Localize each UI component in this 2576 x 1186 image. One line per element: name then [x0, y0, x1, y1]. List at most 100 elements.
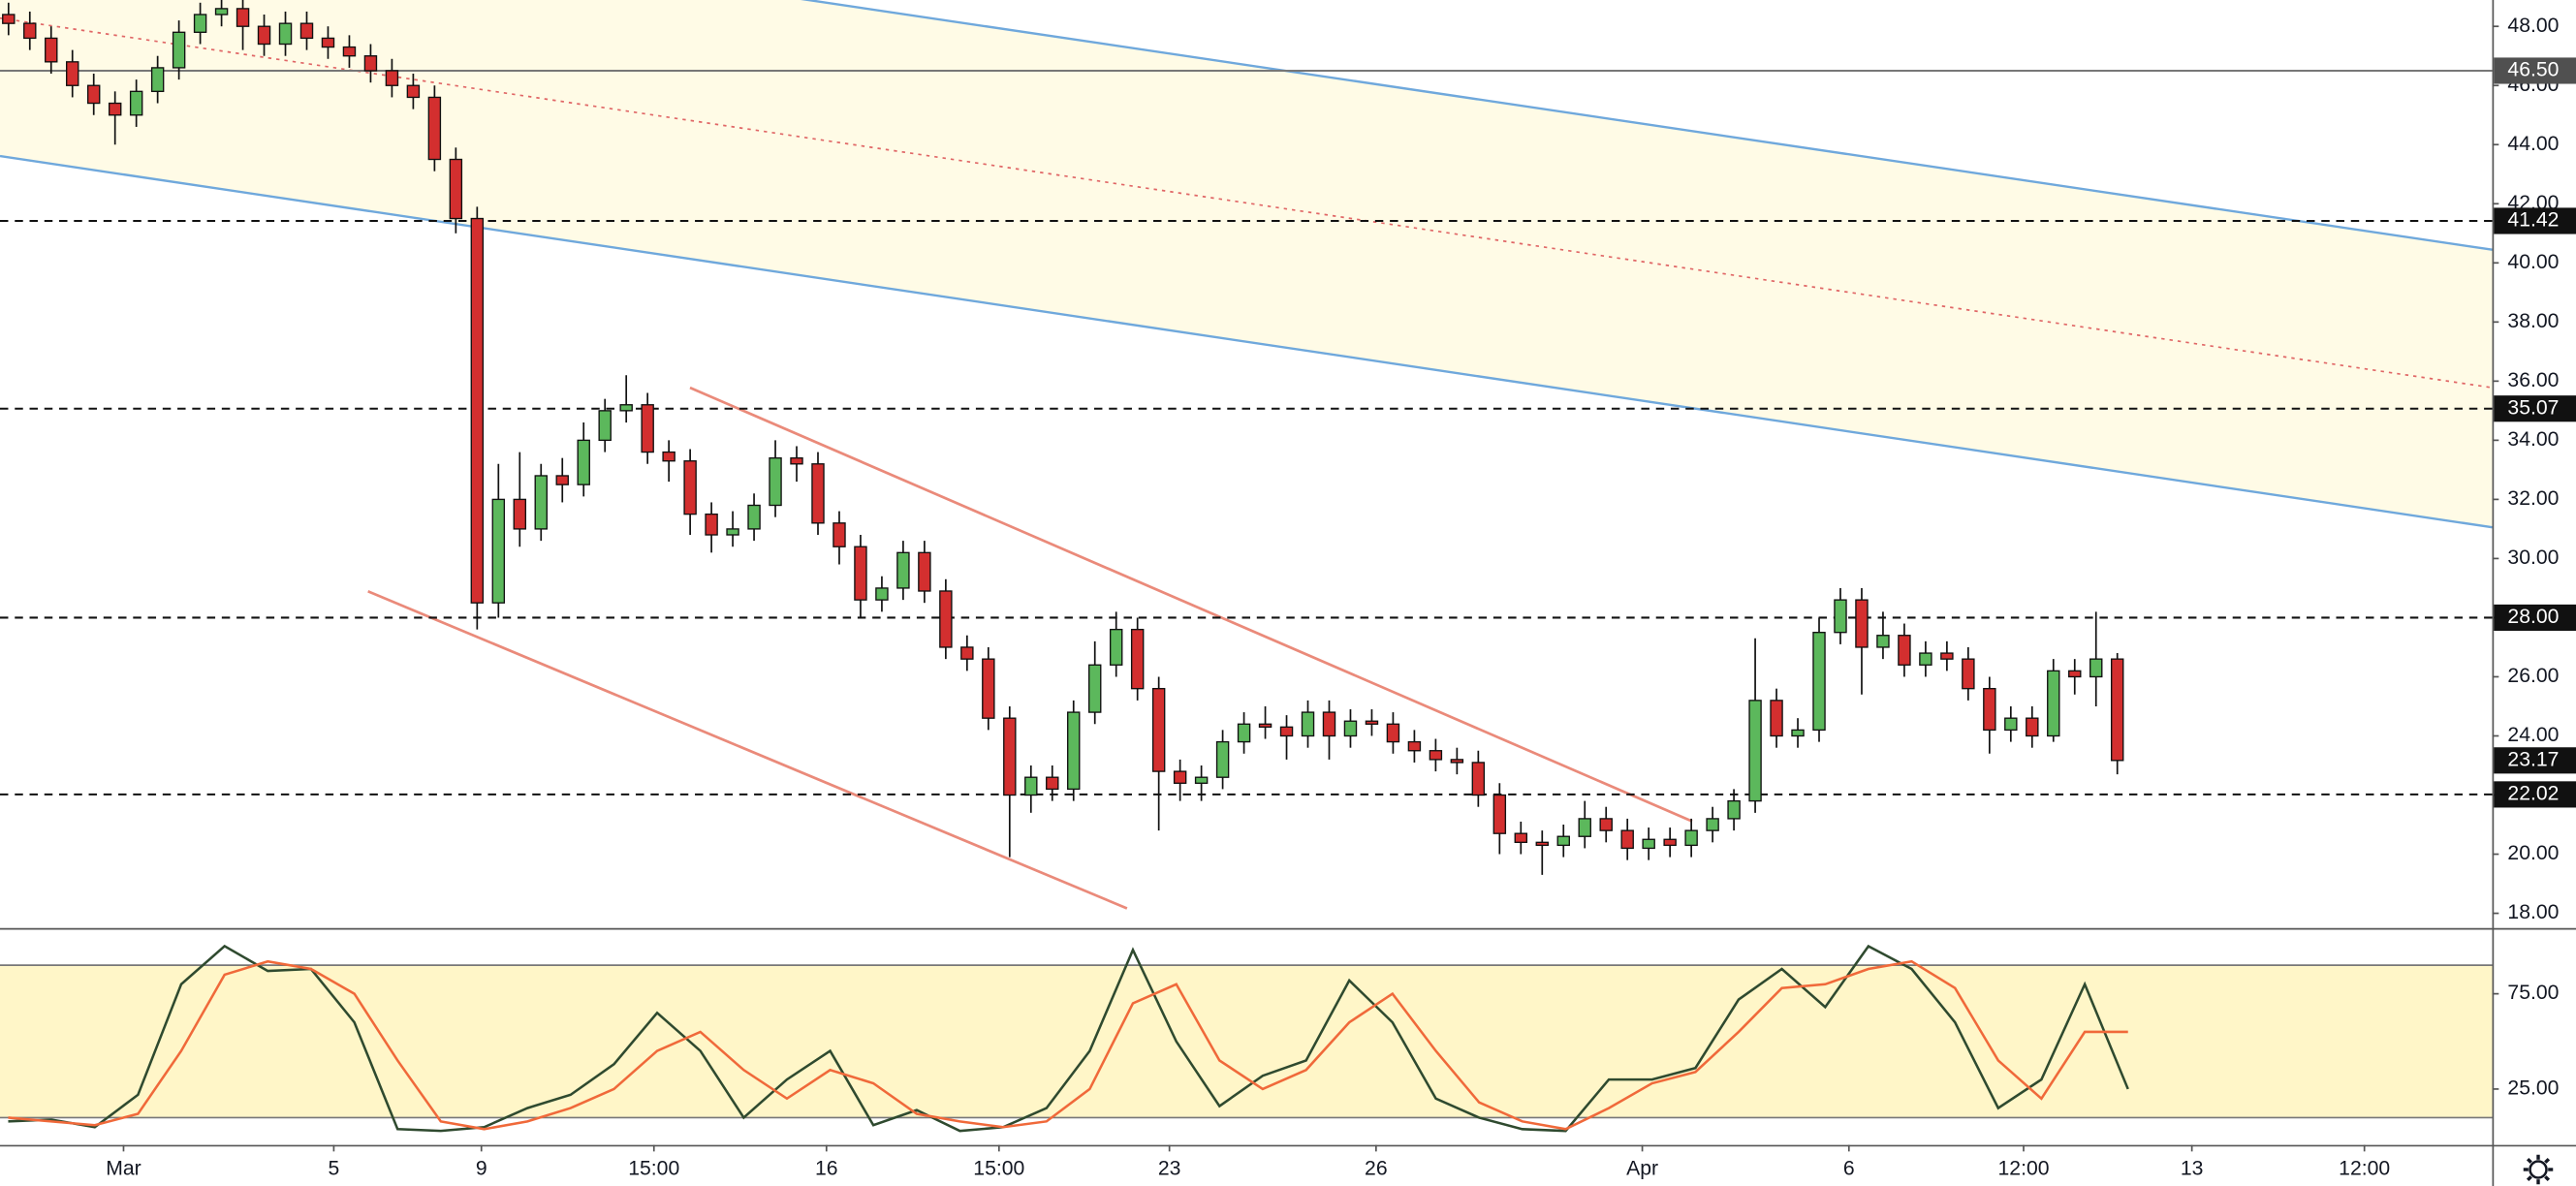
- candle-body: [299, 22, 314, 40]
- candle-body: [1919, 652, 1932, 666]
- x-tick-label: 6: [1843, 1158, 1855, 1180]
- channel-fill: [0, 0, 2493, 528]
- candle-body: [747, 504, 761, 530]
- x-tick-label: 12:00: [1998, 1158, 2050, 1180]
- candle-body: [1088, 664, 1102, 713]
- candle-body: [534, 475, 548, 530]
- x-tick-label: Apr: [1626, 1158, 1658, 1180]
- price-tag: [2494, 604, 2576, 631]
- candle-body: [363, 55, 378, 72]
- candle-body: [790, 456, 803, 465]
- candle-body: [86, 84, 101, 105]
- candle-body: [683, 460, 697, 515]
- candle-body: [811, 463, 825, 524]
- price-tag: [2494, 57, 2576, 84]
- candle-body: [1620, 829, 1634, 850]
- candle-body: [875, 587, 889, 601]
- candle-body: [406, 84, 421, 99]
- y-tick-label: 25.00: [2507, 1077, 2559, 1100]
- candle-body: [1983, 687, 1996, 732]
- candle-body: [1556, 835, 1570, 847]
- candle-body: [832, 522, 846, 547]
- candle-body: [193, 14, 207, 33]
- x-tick-label: 26: [1365, 1158, 1388, 1180]
- y-tick-label: 30.00: [2507, 546, 2559, 569]
- x-tick-label: 12:00: [2339, 1158, 2390, 1180]
- drawings: [0, 0, 2493, 910]
- candle-body: [2026, 717, 2039, 737]
- price-tag: [2494, 395, 2576, 422]
- candle-body: [1706, 818, 1719, 831]
- candle-body: [1940, 652, 1954, 660]
- candle-body: [918, 551, 931, 592]
- candle-body: [854, 546, 867, 601]
- last-price-label: 23.17: [2507, 748, 2559, 770]
- trend-lower: [367, 590, 1128, 910]
- y-tick-label: 18.00: [2507, 901, 2559, 923]
- candle-body: [1684, 829, 1698, 847]
- candle-body: [896, 551, 910, 589]
- candle-body: [1151, 687, 1166, 772]
- x-tick-label: 9: [476, 1158, 487, 1180]
- candle-body: [662, 451, 675, 462]
- candle-body: [66, 61, 79, 86]
- x-tick-label: 23: [1158, 1158, 1181, 1180]
- candle-body: [1003, 717, 1017, 796]
- candle-body: [1471, 762, 1486, 796]
- candle-body: [257, 25, 271, 46]
- candle-body: [23, 22, 37, 40]
- candle-body: [491, 498, 506, 604]
- candle-body: [1322, 711, 1336, 737]
- candle-body: [2004, 717, 2018, 732]
- candle-body: [555, 475, 569, 485]
- channel-bottom: [0, 154, 2493, 529]
- candle-body: [150, 67, 165, 93]
- candle-body: [129, 90, 143, 116]
- candle-body: [108, 102, 122, 116]
- candle-body: [1194, 776, 1209, 784]
- candle-body: [598, 410, 612, 442]
- y-tick-label: 32.00: [2507, 487, 2559, 510]
- price-tag: [2494, 207, 2576, 234]
- candle-body: [2068, 670, 2082, 678]
- candle-body: [1535, 841, 1550, 847]
- candle-body: [705, 513, 718, 536]
- candle-body: [1514, 832, 1528, 844]
- candle-body: [1791, 729, 1805, 737]
- candle-body: [1834, 599, 1847, 634]
- channel-top: [801, 0, 2493, 251]
- candle-body: [1237, 723, 1251, 743]
- axes: 18.0020.0022.0024.0026.0028.0030.0032.00…: [106, 15, 2576, 1180]
- channel-mid: [0, 16, 2493, 389]
- candle-body: [1067, 711, 1081, 791]
- candle-body: [1748, 700, 1762, 802]
- candle-body: [1578, 818, 1591, 837]
- candle-body: [1492, 794, 1507, 834]
- y-tick-label: 48.00: [2507, 15, 2559, 37]
- y-tick-label: 36.00: [2507, 369, 2559, 391]
- candle-body: [1727, 799, 1741, 820]
- y-tick-label: 44.00: [2507, 133, 2559, 155]
- candle-body: [577, 439, 590, 485]
- candle-body: [172, 31, 186, 69]
- candle-body: [1279, 726, 1294, 737]
- candle-body: [385, 70, 399, 86]
- oscillator-pane: [0, 944, 2493, 1133]
- candle-body: [321, 37, 335, 48]
- y-tick-label: 26.00: [2507, 665, 2559, 687]
- osc-line: [8, 959, 2128, 1131]
- price-tag-label: 41.42: [2507, 209, 2559, 232]
- settings-icon[interactable]: [2523, 1154, 2554, 1185]
- candle-body: [1407, 740, 1422, 752]
- candle-body: [726, 528, 739, 536]
- price-tag-label: 35.07: [2507, 396, 2559, 419]
- y-tick-label: 20.00: [2507, 842, 2559, 864]
- y-tick-label: 24.00: [2507, 724, 2559, 746]
- osc-line: [8, 944, 2129, 1133]
- candle-body: [449, 158, 463, 220]
- main-pane: [0, 0, 2493, 875]
- candle-body: [641, 404, 654, 453]
- candle-body: [1812, 632, 1826, 732]
- x-tick-label: 5: [329, 1158, 340, 1180]
